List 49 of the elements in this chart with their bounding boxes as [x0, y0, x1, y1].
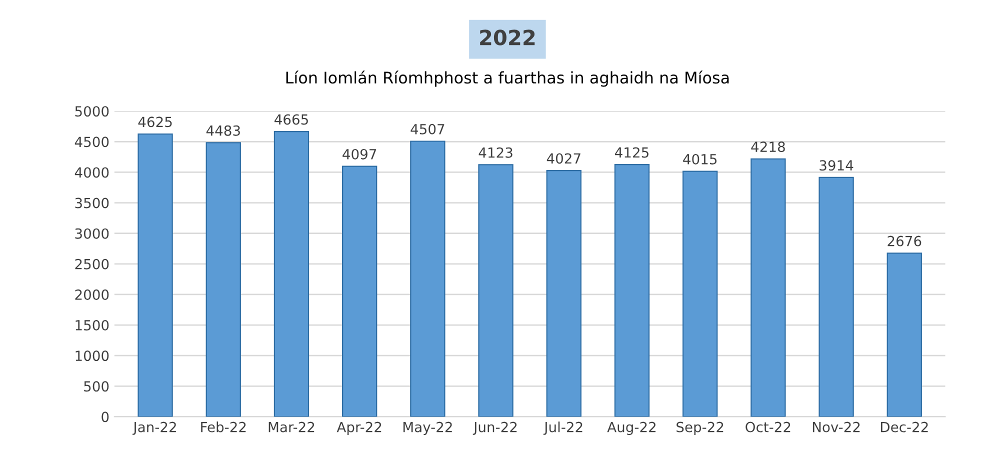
y-tick-label: 3000 — [75, 228, 109, 239]
data-label: 4218 — [751, 142, 785, 152]
x-tick-label: Jul-22 — [543, 422, 582, 435]
chart-subtitle: Líon Iomlán Ríomhphost a fuarthas in aghaidh na Míosa — [286, 70, 729, 87]
x-tick-label: Nov-22 — [812, 422, 860, 432]
x-tick-label: Jun-22 — [472, 422, 517, 435]
y-tick-label: 0 — [102, 412, 109, 422]
x-tick-label: Feb-22 — [201, 422, 246, 432]
x-tick-label: Aug-22 — [607, 422, 656, 436]
bar — [818, 176, 854, 417]
y-tick-label: 4000 — [74, 167, 109, 178]
x-tick-label: Oct-22 — [746, 422, 790, 432]
y-tick-label: 1000 — [76, 350, 109, 362]
data-label: 4015 — [683, 154, 717, 164]
bar — [750, 158, 786, 417]
data-label: 4483 — [206, 125, 240, 136]
x-tick-label: Sep-22 — [676, 422, 724, 436]
y-tick-label: 500 — [84, 381, 109, 392]
chart-title: 2022 — [480, 30, 535, 46]
data-label: 4125 — [614, 147, 648, 158]
data-label: 3914 — [820, 160, 854, 171]
data-label: 4665 — [274, 114, 308, 125]
bar — [546, 170, 582, 417]
data-label: 4027 — [546, 153, 580, 164]
data-label: 4123 — [478, 147, 512, 158]
y-tick-label: 5000 — [75, 106, 109, 117]
bar — [206, 142, 241, 417]
y-tick-label: 4500 — [74, 136, 109, 148]
bar — [342, 166, 378, 417]
bar — [274, 131, 310, 417]
x-tick-label: May-22 — [403, 422, 452, 436]
bar — [478, 164, 514, 417]
bar — [614, 164, 650, 417]
data-label: 4625 — [138, 116, 172, 128]
y-tick-label: 1500 — [76, 320, 109, 330]
y-tick-label: 2500 — [75, 258, 109, 270]
bar — [886, 252, 922, 417]
data-label: 4097 — [342, 148, 376, 160]
data-label: 2676 — [888, 236, 922, 246]
data-label: 4507 — [410, 124, 444, 134]
x-tick-label: Mar-22 — [268, 422, 314, 432]
y-tick-label: 2000 — [75, 289, 109, 300]
x-tick-label: Jan-22 — [132, 422, 176, 435]
bar — [410, 140, 446, 417]
x-tick-label: Dec-22 — [880, 422, 928, 432]
bar — [682, 170, 718, 417]
x-tick-label: Apr-22 — [336, 422, 382, 436]
y-tick-label: 3500 — [75, 198, 109, 208]
bar — [138, 133, 173, 417]
